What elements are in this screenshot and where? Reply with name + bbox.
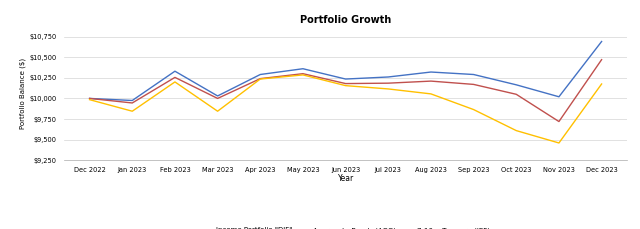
Aggregate Bonds (AGG) [129, 102, 136, 104]
Aggregate Bonds (AGG) [385, 82, 392, 85]
7-10yr Treasury (IEF) [299, 74, 307, 76]
7-10yr Treasury (IEF) [470, 108, 477, 111]
Aggregate Bonds (AGG) [598, 58, 605, 61]
Aggregate Bonds (AGG) [214, 97, 221, 100]
Income Portfolio "DIF" [427, 71, 435, 74]
Income Portfolio "DIF" [171, 70, 179, 73]
Aggregate Bonds (AGG) [299, 72, 307, 75]
Aggregate Bonds (AGG) [470, 83, 477, 86]
Income Portfolio "DIF" [598, 40, 605, 43]
Income Portfolio "DIF" [129, 99, 136, 102]
7-10yr Treasury (IEF) [171, 81, 179, 83]
Income Portfolio "DIF" [214, 95, 221, 97]
Income Portfolio "DIF" [86, 97, 93, 100]
Income Portfolio "DIF" [470, 73, 477, 76]
Aggregate Bonds (AGG) [257, 77, 264, 80]
Aggregate Bonds (AGG) [171, 76, 179, 79]
Aggregate Bonds (AGG) [555, 120, 563, 123]
7-10yr Treasury (IEF) [214, 110, 221, 113]
Line: 7-10yr Treasury (IEF): 7-10yr Treasury (IEF) [90, 75, 602, 143]
7-10yr Treasury (IEF) [555, 142, 563, 144]
Aggregate Bonds (AGG) [342, 82, 349, 85]
7-10yr Treasury (IEF) [385, 87, 392, 90]
Y-axis label: Portfolio Balance ($): Portfolio Balance ($) [20, 58, 26, 129]
Aggregate Bonds (AGG) [513, 93, 520, 96]
Line: Income Portfolio "DIF": Income Portfolio "DIF" [90, 41, 602, 101]
Aggregate Bonds (AGG) [427, 80, 435, 82]
Income Portfolio "DIF" [513, 83, 520, 86]
Aggregate Bonds (AGG) [86, 97, 93, 100]
X-axis label: Year: Year [337, 174, 354, 183]
7-10yr Treasury (IEF) [342, 84, 349, 87]
7-10yr Treasury (IEF) [427, 93, 435, 95]
Income Portfolio "DIF" [555, 95, 563, 98]
Income Portfolio "DIF" [385, 76, 392, 78]
Legend: Income Portfolio "DIF", Aggregate Bonds (AGG), 7-10yr Treasury (IEF): Income Portfolio "DIF", Aggregate Bonds … [198, 224, 493, 229]
Income Portfolio "DIF" [257, 73, 264, 76]
Income Portfolio "DIF" [342, 78, 349, 80]
7-10yr Treasury (IEF) [598, 83, 605, 85]
7-10yr Treasury (IEF) [86, 98, 93, 101]
Title: Portfolio Growth: Portfolio Growth [300, 15, 391, 25]
7-10yr Treasury (IEF) [129, 110, 136, 113]
7-10yr Treasury (IEF) [257, 78, 264, 80]
Line: Aggregate Bonds (AGG): Aggregate Bonds (AGG) [90, 60, 602, 122]
7-10yr Treasury (IEF) [513, 129, 520, 132]
Income Portfolio "DIF" [299, 67, 307, 70]
